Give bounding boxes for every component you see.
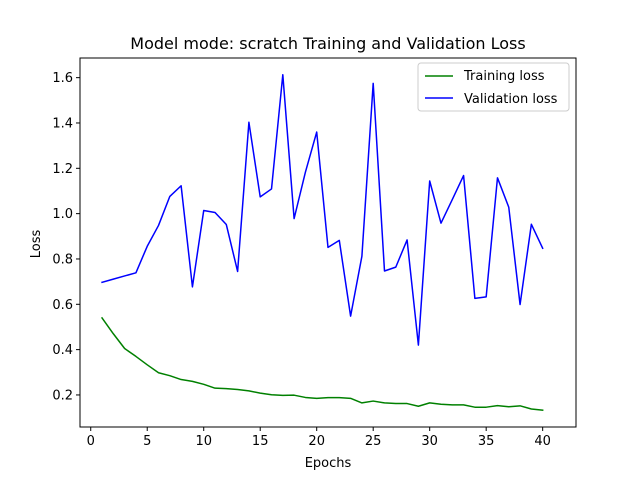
plot-area: 0 5 10 15 20 25 30 35 40 0.2 0.4 0.6 0.8 1.0 1.2 1.4 1.… [52,57,577,449]
x-tick-label: 5 [143,434,151,449]
x-axis: 0 5 10 15 20 25 30 35 40 [87,427,551,449]
x-tick-label: 10 [195,434,212,449]
x-tick-label: 0 [87,434,95,449]
legend: Training loss Validation loss [417,62,570,112]
x-axis-label: Epochs [305,456,352,471]
y-axis-label: Loss [29,230,44,259]
x-tick-label: 20 [308,434,325,449]
x-tick-label: 35 [478,434,495,449]
axes-frame [79,57,577,428]
y-tick-label: 0.2 [52,388,73,403]
y-tick-label: 0.4 [52,343,73,358]
legend-label-validation: Validation loss [464,92,558,107]
x-tick-label: 30 [421,434,438,449]
y-tick-label: 1.0 [52,207,73,222]
y-tick-label: 1.2 [52,162,73,177]
validation-loss-line [101,73,544,346]
legend-label-training: Training loss [463,69,545,84]
legend-box [417,62,570,112]
y-tick-label: 0.8 [52,252,73,267]
training-loss-line [100,316,544,411]
x-tick-label: 15 [252,434,269,449]
y-tick-label: 1.4 [52,116,73,131]
series-lines [100,73,544,411]
y-axis: 0.2 0.4 0.6 0.8 1.0 1.2 1.4 1.6 [52,71,80,403]
x-tick-label: 25 [365,434,382,449]
y-tick-label: 0.6 [52,298,73,313]
chart-title: Model mode: scratch Training and Validat… [130,34,525,53]
y-tick-label: 1.6 [52,71,73,86]
x-tick-label: 40 [534,434,551,449]
